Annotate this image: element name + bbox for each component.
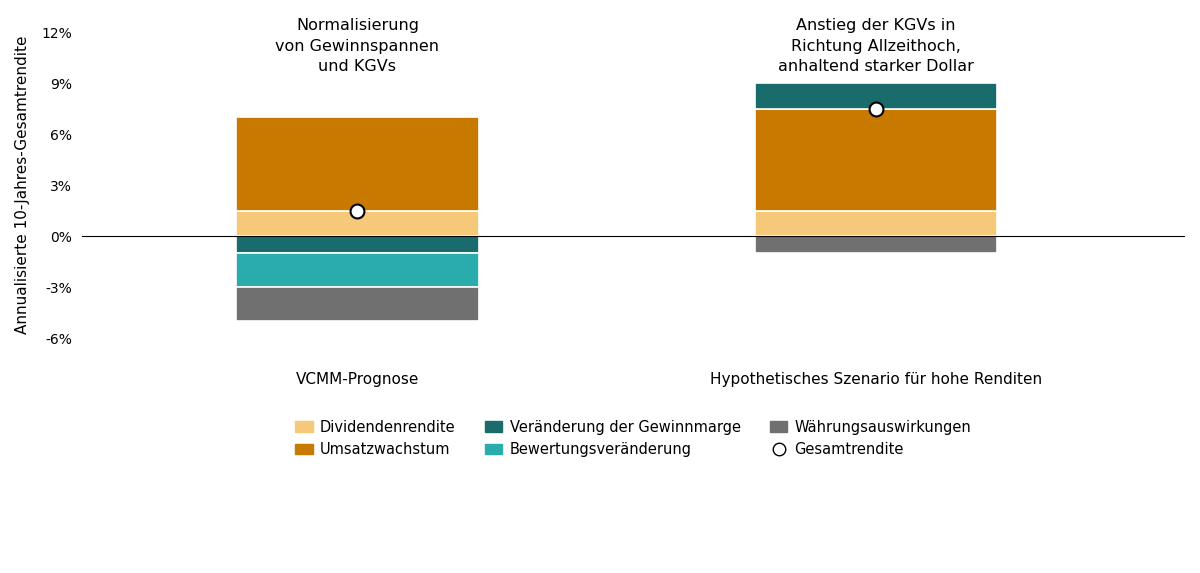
Y-axis label: Annualisierte 10-Jahres-Gesamtrendite: Annualisierte 10-Jahres-Gesamtrendite xyxy=(14,36,30,335)
Legend: Dividendenrendite, Umsatzwachstum, Veränderung der Gewinnmarge, Bewertungsveränd: Dividendenrendite, Umsatzwachstum, Verän… xyxy=(289,414,977,462)
Bar xyxy=(236,253,479,287)
Bar xyxy=(755,109,997,211)
Bar xyxy=(755,236,997,253)
Bar xyxy=(755,83,997,109)
Text: Anstieg der KGVs in
Richtung Allzeithoch,
anhaltend starker Dollar: Anstieg der KGVs in Richtung Allzeithoch… xyxy=(778,18,974,74)
Bar xyxy=(236,236,479,253)
Bar xyxy=(236,117,479,211)
Bar xyxy=(236,211,479,236)
Bar xyxy=(236,287,479,321)
Bar xyxy=(755,211,997,236)
Point xyxy=(866,104,886,113)
Text: Normalisierung
von Gewinnspannen
und KGVs: Normalisierung von Gewinnspannen und KGV… xyxy=(276,18,439,74)
Point xyxy=(348,206,367,215)
